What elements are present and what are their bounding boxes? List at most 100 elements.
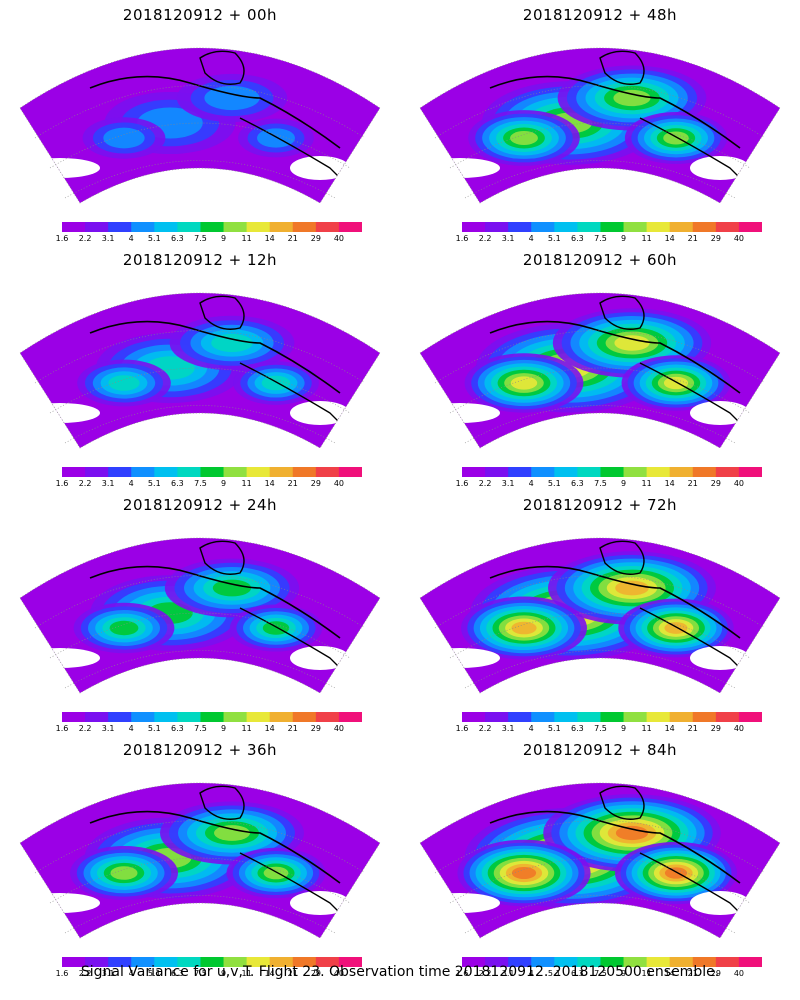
colorbar [462,712,762,722]
colorbar [462,957,762,967]
colorbar-swatch [131,222,155,232]
colorbar-tick-label: 6.3 [571,969,584,978]
colorbar-swatch [292,712,317,722]
colorbar-swatch [623,467,648,477]
colorbar-tick-label: 9 [220,969,227,978]
colorbar-swatch [108,712,132,722]
colorbar-swatch [62,467,86,477]
colorbar-tick-label: 40 [733,969,745,978]
colorbar-swatch [154,222,178,232]
panel-title: 2018120912 + 24h [122,496,278,514]
colorbar-tick-label: 40 [733,479,745,488]
colorbar-swatch [462,957,486,967]
colorbar-swatch [246,467,271,477]
colorbar-tick-label: 14 [264,234,275,243]
colorbar-tick-label: 9 [220,234,227,243]
colorbar-tick-label: 11 [641,969,652,978]
colorbar-tick-label: 29 [710,479,721,488]
colorbar-swatch [223,957,248,967]
colorbar-tick-label: 4 [528,479,534,488]
colorbar-swatch [692,222,717,232]
colorbar-swatch [246,222,271,232]
colorbar-swatch [508,222,532,232]
colorbar-swatch [177,222,201,232]
colorbar-swatch [508,957,532,967]
colorbar-swatch [62,712,86,722]
colorbar-swatch [85,467,109,477]
colorbar-swatch [577,467,601,477]
colorbar-swatch [508,467,532,477]
panel-title: 2018120912 + 60h [522,251,678,269]
colorbar-swatch [338,712,362,722]
map-panel: 2018120912 + 48h 1.6 2.2 3.1 4 5.1 6.3 7.5 9 11 14… [400,0,800,245]
panel-title: 2018120912 + 72h [522,496,678,514]
colorbar-tick-label: 4 [128,969,134,978]
colorbar-swatch [577,222,601,232]
colorbar [462,467,762,477]
colorbar-swatch [738,222,762,232]
colorbar-tick-label: 21 [687,724,698,733]
colorbar-tick-label: 2.2 [478,479,492,488]
colorbar-swatch [154,712,178,722]
colorbar-tick-label: 2.2 [478,234,492,243]
colorbar [62,712,362,722]
colorbar-tick-label: 29 [310,479,321,488]
colorbar-tick-label: 1.6 [55,234,69,243]
colorbar-swatch [223,222,248,232]
colorbar-tick-label: 11 [641,234,652,243]
colorbar-swatch [223,467,248,477]
colorbar-swatch [108,222,132,232]
colorbar-tick-label: 6.3 [571,479,584,488]
colorbar-swatch [315,957,340,967]
colorbar-tick-label: 4 [528,969,534,978]
colorbar-tick-label: 9 [620,724,627,733]
colorbar-tick-label: 29 [310,969,321,978]
colorbar-swatch [338,222,362,232]
colorbar-tick-label: 29 [710,724,721,733]
colorbar-swatch [338,467,362,477]
variance-map [19,537,381,694]
variance-map [19,47,381,204]
colorbar-tick-label: 9 [620,969,627,978]
colorbar-tick-label: 6.3 [571,234,584,243]
colorbar-tick-label: 4 [128,234,134,243]
colorbar [62,467,362,477]
colorbar-tick-label: 1.6 [55,724,69,733]
colorbar-swatch [554,957,578,967]
colorbar-swatch [623,222,648,232]
colorbar-swatch [177,712,201,722]
colorbar-swatch [85,222,109,232]
colorbar [462,222,762,232]
colorbar-tick-label: 4 [128,479,134,488]
colorbar-tick-label: 2.2 [78,234,92,243]
colorbar-swatch [85,957,109,967]
colorbar-swatch [485,957,509,967]
colorbar-tick-label: 2.2 [78,479,92,488]
colorbar-swatch [738,957,762,967]
colorbar-tick-label: 7.5 [194,724,207,733]
colorbar-labels: 1.6 2.2 3.1 4 5.1 6.3 7.5 9 11 14 21 29 40 [52,479,362,489]
colorbar-tick-label: 14 [664,234,675,243]
colorbar [62,957,362,967]
colorbar-swatch [669,467,694,477]
colorbar-swatch [738,467,762,477]
colorbar-tick-label: 21 [287,234,298,243]
colorbar-tick-label: 29 [310,234,321,243]
colorbar-swatch [531,712,555,722]
colorbar-tick-label: 7.5 [194,969,207,978]
colorbar-tick-label: 7.5 [194,234,207,243]
colorbar-swatch [600,467,625,477]
colorbar-swatch [338,957,362,967]
colorbar-swatch [108,957,132,967]
colorbar-labels: 1.6 2.2 3.1 4 5.1 6.3 7.5 9 11 14 21 29 40 [52,724,362,734]
colorbar-swatch [200,467,225,477]
colorbar-swatch [177,957,201,967]
colorbar-swatch [269,222,294,232]
colorbar-tick-label: 11 [241,724,252,733]
map-panel: 2018120912 + 60h 1.6 2.2 3.1 4 5.1 6.3 7.5 9 11 14… [400,245,800,490]
colorbar-tick-label: 11 [241,969,252,978]
colorbar-swatch [554,712,578,722]
colorbar-swatch [200,222,225,232]
colorbar-tick-label: 5.1 [147,969,161,978]
colorbar-swatch [646,712,671,722]
